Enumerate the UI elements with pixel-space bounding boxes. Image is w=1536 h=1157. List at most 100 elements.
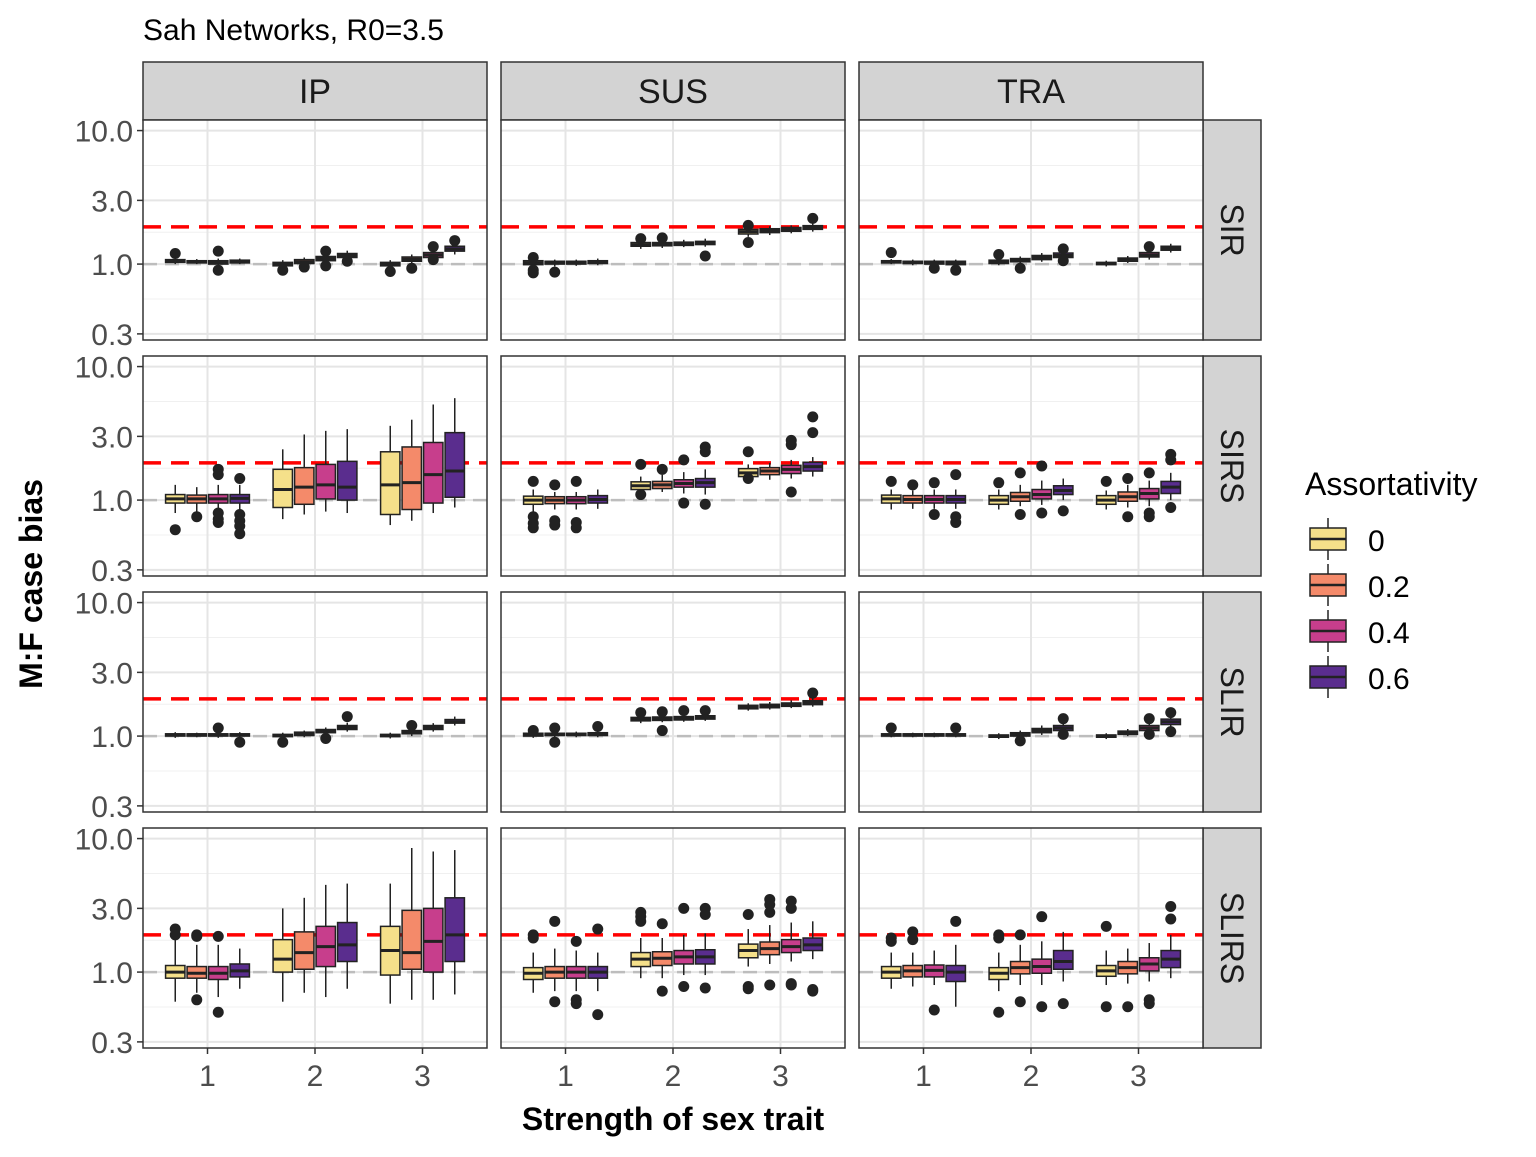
- legend-item: 0.2: [1309, 564, 1410, 606]
- panel: [142, 591, 488, 813]
- outlier-point: [570, 475, 582, 487]
- outlier-point: [570, 935, 582, 947]
- box-plot: [737, 446, 759, 485]
- box-plot: [522, 725, 544, 738]
- outlier-point: [885, 247, 897, 259]
- outlier-point: [1057, 728, 1069, 740]
- box-plot: [544, 479, 566, 531]
- box: [293, 931, 315, 971]
- box-plot: [880, 932, 902, 989]
- y-tick-label: 3.0: [91, 421, 133, 454]
- outlier-point: [277, 736, 289, 748]
- outlier-point: [298, 261, 310, 273]
- box-plot: [422, 723, 444, 732]
- y-tick-label: 0.3: [91, 1027, 133, 1060]
- box-plot: [902, 259, 924, 266]
- box-plot: [444, 716, 466, 726]
- outlier-point: [549, 915, 561, 927]
- legend-label: 0.6: [1368, 663, 1410, 696]
- box-plot: [902, 732, 924, 738]
- y-tick-label: 0.3: [91, 319, 133, 352]
- outlier-point: [527, 252, 539, 264]
- box-plot: [1117, 948, 1139, 1013]
- box-plot: [880, 475, 902, 510]
- x-tick-label: 3: [1130, 1060, 1147, 1093]
- outlier-point: [527, 522, 539, 534]
- box-plot: [587, 720, 609, 738]
- panel: [500, 827, 846, 1049]
- outlier-point: [449, 235, 461, 247]
- outlier-point: [656, 985, 668, 997]
- panel-border: [500, 591, 846, 813]
- legend-label: 0.2: [1368, 571, 1410, 604]
- box-plot: [1095, 475, 1117, 510]
- box: [1052, 949, 1074, 971]
- box-plot: [315, 245, 337, 272]
- outlier-point: [907, 934, 919, 946]
- box-plot: [164, 732, 186, 738]
- box-plot: [759, 702, 781, 710]
- outlier-point: [1036, 460, 1048, 472]
- box-plot: [207, 245, 229, 276]
- box-plot: [630, 906, 652, 979]
- box-plot: [1095, 733, 1117, 740]
- legend-label: 0: [1368, 525, 1385, 558]
- panel: [500, 591, 846, 813]
- outlier-point: [592, 923, 604, 935]
- outlier-point: [169, 929, 181, 941]
- box-plot: [336, 250, 358, 267]
- outlier-point: [678, 454, 690, 466]
- outlier-point: [1143, 728, 1155, 740]
- box-plot: [229, 948, 251, 989]
- box-plot: [293, 434, 315, 515]
- panel: [142, 119, 488, 341]
- box-plot: [164, 484, 186, 536]
- outlier-point: [549, 722, 561, 734]
- y-tick-label: 0.3: [91, 791, 133, 824]
- box-plot: [1160, 707, 1182, 738]
- box-plot: [522, 252, 544, 279]
- outlier-point: [277, 264, 289, 276]
- box-plot: [737, 703, 759, 711]
- box-plot: [522, 475, 544, 534]
- outlier-point: [1122, 511, 1134, 523]
- box-plot: [565, 935, 587, 1010]
- box-plot: [544, 915, 566, 1008]
- box-plot: [565, 731, 587, 738]
- outlier-point: [656, 725, 668, 737]
- box-plot: [694, 705, 716, 721]
- panel-border: [858, 119, 1204, 341]
- box: [336, 460, 358, 501]
- box: [401, 446, 423, 511]
- outlier-point: [169, 248, 181, 260]
- box-plot: [1117, 255, 1139, 263]
- panel: [858, 119, 1204, 341]
- outlier-point: [656, 918, 668, 930]
- outlier-point: [234, 520, 246, 532]
- panel-border: [858, 355, 1204, 577]
- outlier-point: [699, 250, 711, 262]
- outlier-point: [807, 212, 819, 224]
- box-plot: [336, 429, 358, 514]
- facet-strip-label: SLIR: [1214, 666, 1250, 737]
- box-plot: [923, 732, 945, 738]
- outlier-point: [699, 705, 711, 717]
- box-plot: [923, 477, 945, 520]
- outlier-point: [1100, 475, 1112, 487]
- outlier-point: [1143, 998, 1155, 1010]
- outlier-point: [212, 516, 224, 528]
- box-plot: [988, 477, 1010, 510]
- box-plot: [673, 239, 695, 248]
- box-plot: [587, 923, 609, 1021]
- outlier-point: [678, 497, 690, 509]
- box-plot: [272, 260, 294, 276]
- panel: [500, 355, 846, 577]
- outlier-point: [656, 463, 668, 475]
- box-plot: [694, 441, 716, 510]
- box-plot: [1160, 900, 1182, 979]
- outlier-point: [635, 915, 647, 927]
- box: [401, 909, 423, 971]
- box-plot: [401, 254, 423, 274]
- panel-border: [142, 591, 488, 813]
